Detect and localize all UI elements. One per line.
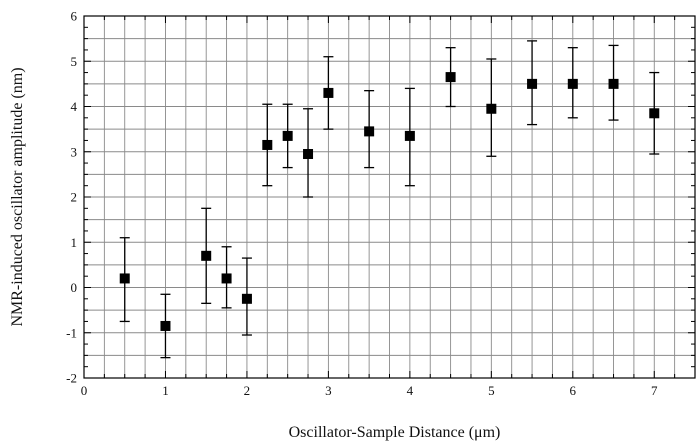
y-tick-label: 2 bbox=[71, 190, 78, 205]
data-point bbox=[445, 72, 456, 83]
data-point bbox=[119, 273, 130, 284]
data-point bbox=[364, 126, 375, 137]
x-tick-label: 6 bbox=[570, 383, 577, 398]
y-axis-title: NMR-induced oscillator amplitude (nm) bbox=[9, 67, 26, 326]
y-tick-label: 5 bbox=[71, 54, 78, 69]
data-point bbox=[527, 78, 538, 89]
y-tick-label: 4 bbox=[71, 99, 78, 114]
data-points bbox=[119, 72, 660, 331]
x-tick-label: 1 bbox=[162, 383, 169, 398]
x-tick-label: 2 bbox=[244, 383, 251, 398]
y-tick-label: 6 bbox=[71, 9, 78, 24]
axis-ticks bbox=[83, 15, 696, 379]
x-tick-label: 7 bbox=[651, 383, 658, 398]
x-tick-label: 5 bbox=[488, 383, 495, 398]
x-tick-label: 4 bbox=[407, 383, 414, 398]
data-point bbox=[649, 108, 660, 119]
data-point bbox=[221, 273, 232, 284]
grid bbox=[84, 16, 695, 378]
data-point bbox=[486, 103, 497, 114]
x-axis-title: Oscillator-Sample Distance (μm) bbox=[289, 424, 501, 441]
data-point bbox=[262, 139, 273, 150]
x-tick-label: 0 bbox=[81, 383, 88, 398]
y-tick-labels: -2 -1 0 1 2 3 4 5 6 bbox=[66, 9, 77, 386]
y-tick-label: -1 bbox=[66, 325, 77, 340]
data-point bbox=[404, 130, 415, 141]
data-point bbox=[160, 320, 171, 331]
y-tick-label: 0 bbox=[71, 280, 78, 295]
x-tick-labels: 0 1 2 3 4 5 6 7 bbox=[81, 383, 658, 398]
x-tick-label: 3 bbox=[325, 383, 332, 398]
y-tick-label: 3 bbox=[71, 144, 78, 159]
y-tick-label: 1 bbox=[71, 235, 78, 250]
data-point bbox=[201, 250, 212, 261]
data-point bbox=[303, 149, 314, 160]
data-point bbox=[567, 78, 578, 89]
data-point bbox=[323, 87, 334, 98]
y-tick-label: -2 bbox=[66, 371, 77, 386]
data-point bbox=[608, 78, 619, 89]
data-point bbox=[282, 130, 293, 141]
plot-frame bbox=[83, 15, 696, 379]
data-point bbox=[241, 293, 252, 304]
